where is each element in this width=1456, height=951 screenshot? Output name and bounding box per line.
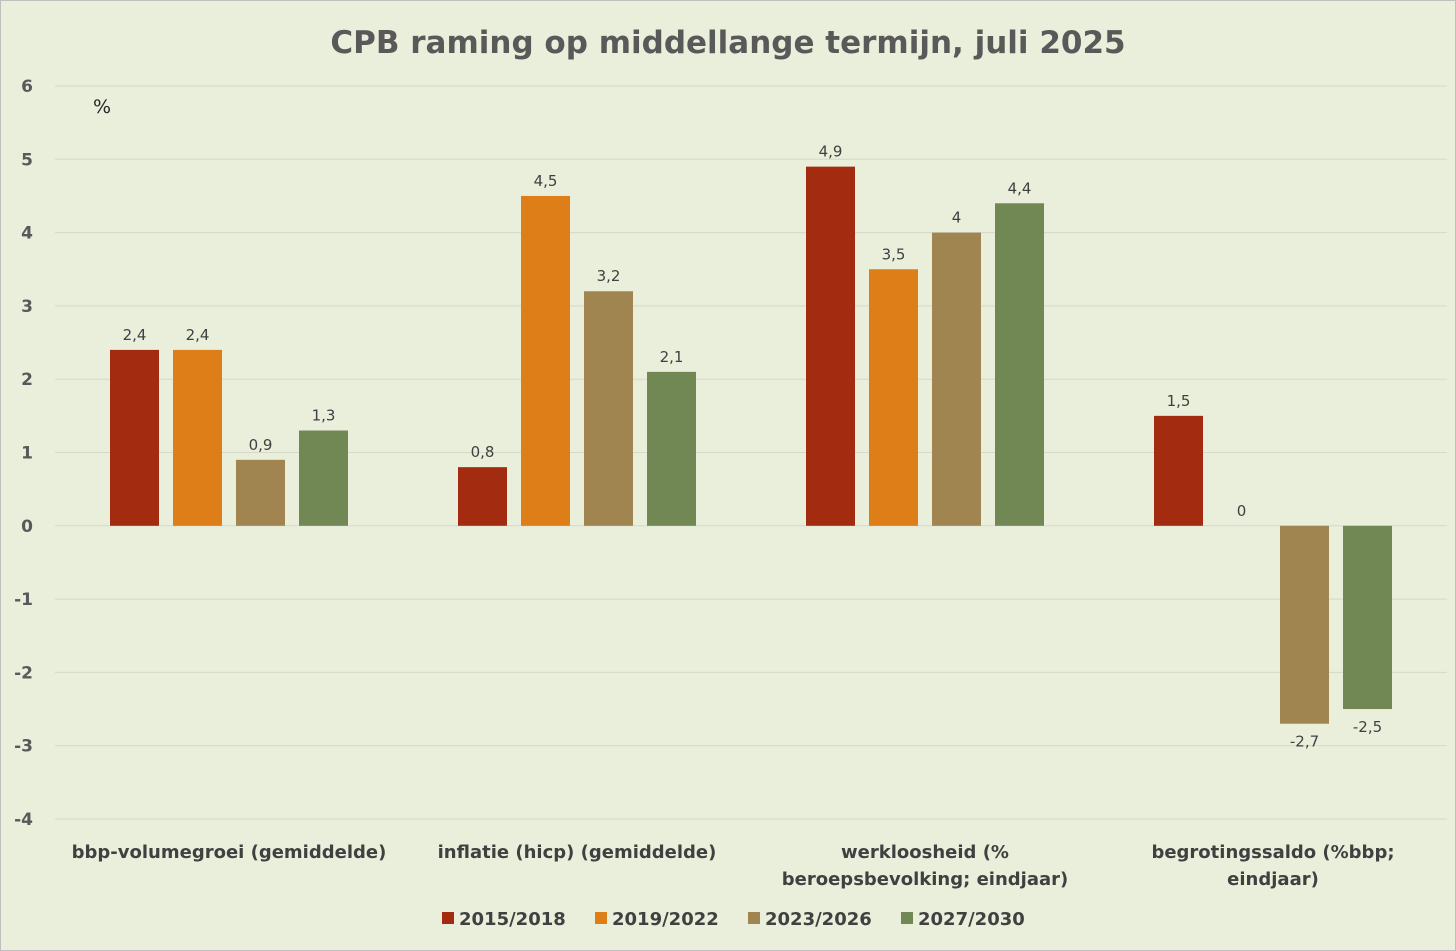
bars <box>110 166 1392 724</box>
data-label: 4,9 <box>819 143 843 161</box>
grid-lines <box>55 85 1447 820</box>
category-label: bbp-volumegroei (gemiddelde) <box>72 842 387 863</box>
category-label: beroepsbevolking; eindjaar) <box>782 869 1068 890</box>
legend-label: 2015/2018 <box>459 909 566 930</box>
chart-title: CPB raming op middellange termijn, juli … <box>330 25 1125 61</box>
data-label: 2,4 <box>123 326 147 344</box>
data-label: 0 <box>1237 502 1247 520</box>
data-labels: 2,4 2,4 0,9 1,3 0,8 4,5 3,2 2,1 4,9 3,5 4 4,4 1,5 0 -2… <box>123 143 1383 751</box>
y-tick-label: -4 <box>14 810 33 830</box>
data-label: 4,5 <box>534 172 558 190</box>
legend-swatch <box>901 912 913 924</box>
legend-label: 2019/2022 <box>612 909 719 930</box>
bar <box>173 349 222 526</box>
data-label: 3,2 <box>597 267 621 285</box>
bar <box>995 203 1044 526</box>
data-label: 1,3 <box>312 407 336 425</box>
bar <box>458 467 507 526</box>
legend-swatch <box>748 912 760 924</box>
data-label: 2,1 <box>660 348 684 366</box>
bar <box>869 269 918 526</box>
bar <box>521 195 570 526</box>
bar <box>1280 525 1329 724</box>
bar <box>236 459 285 526</box>
data-label: -2,5 <box>1353 718 1382 736</box>
legend-swatch <box>442 912 454 924</box>
y-tick-label: 4 <box>21 224 33 244</box>
y-tick-label: 3 <box>21 297 33 317</box>
data-label: -2,7 <box>1290 733 1319 751</box>
y-tick-label: -1 <box>14 590 33 610</box>
y-tick-label: 5 <box>21 150 33 170</box>
data-label: 0,8 <box>471 443 495 461</box>
category-labels: bbp-volumegroei (gemiddelde) inflatie (hi… <box>72 842 1395 890</box>
bar <box>806 166 855 526</box>
y-axis-tick-labels: 6 5 4 3 2 1 0 -1 -2 -3 -4 <box>14 77 33 830</box>
bar <box>299 430 348 526</box>
legend-label: 2023/2026 <box>765 909 872 930</box>
category-label: eindjaar) <box>1227 869 1319 890</box>
legend-swatch <box>595 912 607 924</box>
legend-label: 2027/2030 <box>918 909 1025 930</box>
bar <box>932 232 981 526</box>
y-tick-label: -3 <box>14 737 33 757</box>
data-label: 2,4 <box>186 326 210 344</box>
bar <box>110 349 159 526</box>
y-tick-label: 1 <box>21 444 33 464</box>
y-tick-label: 2 <box>21 370 33 390</box>
y-tick-label: 0 <box>21 517 33 537</box>
data-label: 0,9 <box>249 436 273 454</box>
data-label: 4 <box>952 209 962 227</box>
bar <box>647 371 696 526</box>
data-label: 4,4 <box>1008 179 1032 197</box>
category-label: werkloosheid (% <box>841 842 1009 863</box>
data-label: 3,5 <box>882 245 906 263</box>
legend: 2015/2018 2019/2022 2023/2026 2027/2030 <box>442 909 1025 930</box>
y-tick-label: -2 <box>14 663 33 683</box>
unit-label: % <box>93 96 111 118</box>
category-label: begrotingssaldo (%bbp; <box>1151 842 1394 863</box>
y-tick-label: 6 <box>21 77 33 97</box>
category-label: inflatie (hicp) (gemiddelde) <box>438 842 717 863</box>
bar <box>584 291 633 526</box>
bar <box>1154 415 1203 526</box>
data-label: 1,5 <box>1167 392 1191 410</box>
bar <box>1343 525 1392 710</box>
